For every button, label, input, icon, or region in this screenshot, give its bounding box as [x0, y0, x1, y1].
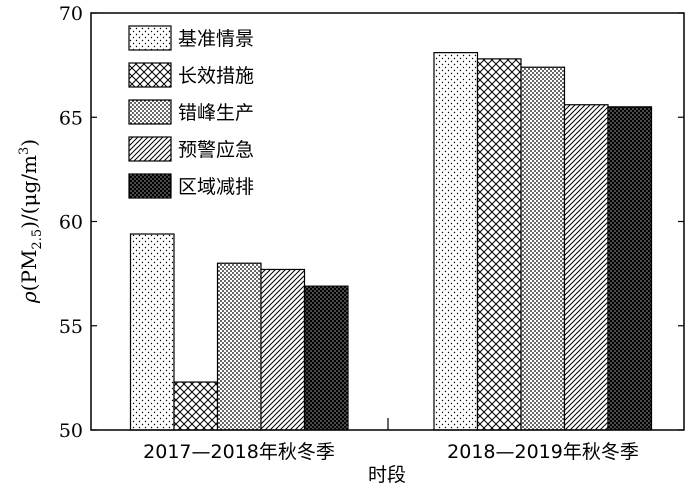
- y-tick-label: 65: [59, 107, 83, 129]
- legend-swatch: [128, 173, 172, 199]
- bar-4-group-2: [563, 104, 609, 431]
- bar-4-group-1: [260, 268, 306, 431]
- bar-3-group-1: [216, 262, 262, 431]
- x-axis-title: 时段: [368, 464, 406, 486]
- bar-1-group-1: [129, 233, 175, 431]
- y-tick-label: 50: [59, 420, 83, 442]
- bars-layer: [129, 52, 653, 431]
- y-title-sup: 3: [17, 147, 32, 155]
- bar-5-group-2: [607, 106, 653, 431]
- y-title-rho: ρ: [17, 291, 41, 304]
- y-title-open: (PM: [17, 250, 41, 292]
- legend-swatch: [128, 136, 172, 162]
- legend-label: 区域减排: [178, 176, 254, 198]
- y-title-close: ): [17, 139, 41, 147]
- bar-2-group-2: [476, 58, 522, 431]
- y-tick-label: 55: [59, 316, 83, 338]
- y-title-mid: )/(μg/m: [17, 155, 41, 229]
- bar-2-group-1: [173, 381, 219, 431]
- legend-swatch: [128, 99, 172, 125]
- y-title-sub: 2.5: [30, 229, 45, 250]
- bar-5-group-1: [303, 285, 349, 431]
- y-axis: 50 55 60 65 70: [59, 3, 684, 442]
- legend-label: 错峰生产: [178, 102, 254, 124]
- bar-3-group-2: [520, 66, 566, 431]
- bar-1-group-2: [433, 52, 479, 431]
- y-tick-label: 70: [59, 3, 83, 25]
- y-axis-title: ρ(PM2.5)/(μg/m3): [17, 139, 45, 304]
- legend-label: 预警应急: [178, 139, 254, 161]
- x-axis: 2017—2018年秋冬季 2018—2019年秋冬季: [143, 418, 639, 463]
- legend-swatch: [128, 62, 172, 88]
- x-tick-label: 2018—2019年秋冬季: [447, 441, 639, 463]
- x-tick-label: 2017—2018年秋冬季: [143, 441, 335, 463]
- legend-label: 基准情景: [178, 28, 254, 50]
- legend-label: 长效措施: [178, 65, 254, 87]
- y-tick-label: 60: [59, 212, 83, 234]
- legend-swatch: [128, 25, 172, 51]
